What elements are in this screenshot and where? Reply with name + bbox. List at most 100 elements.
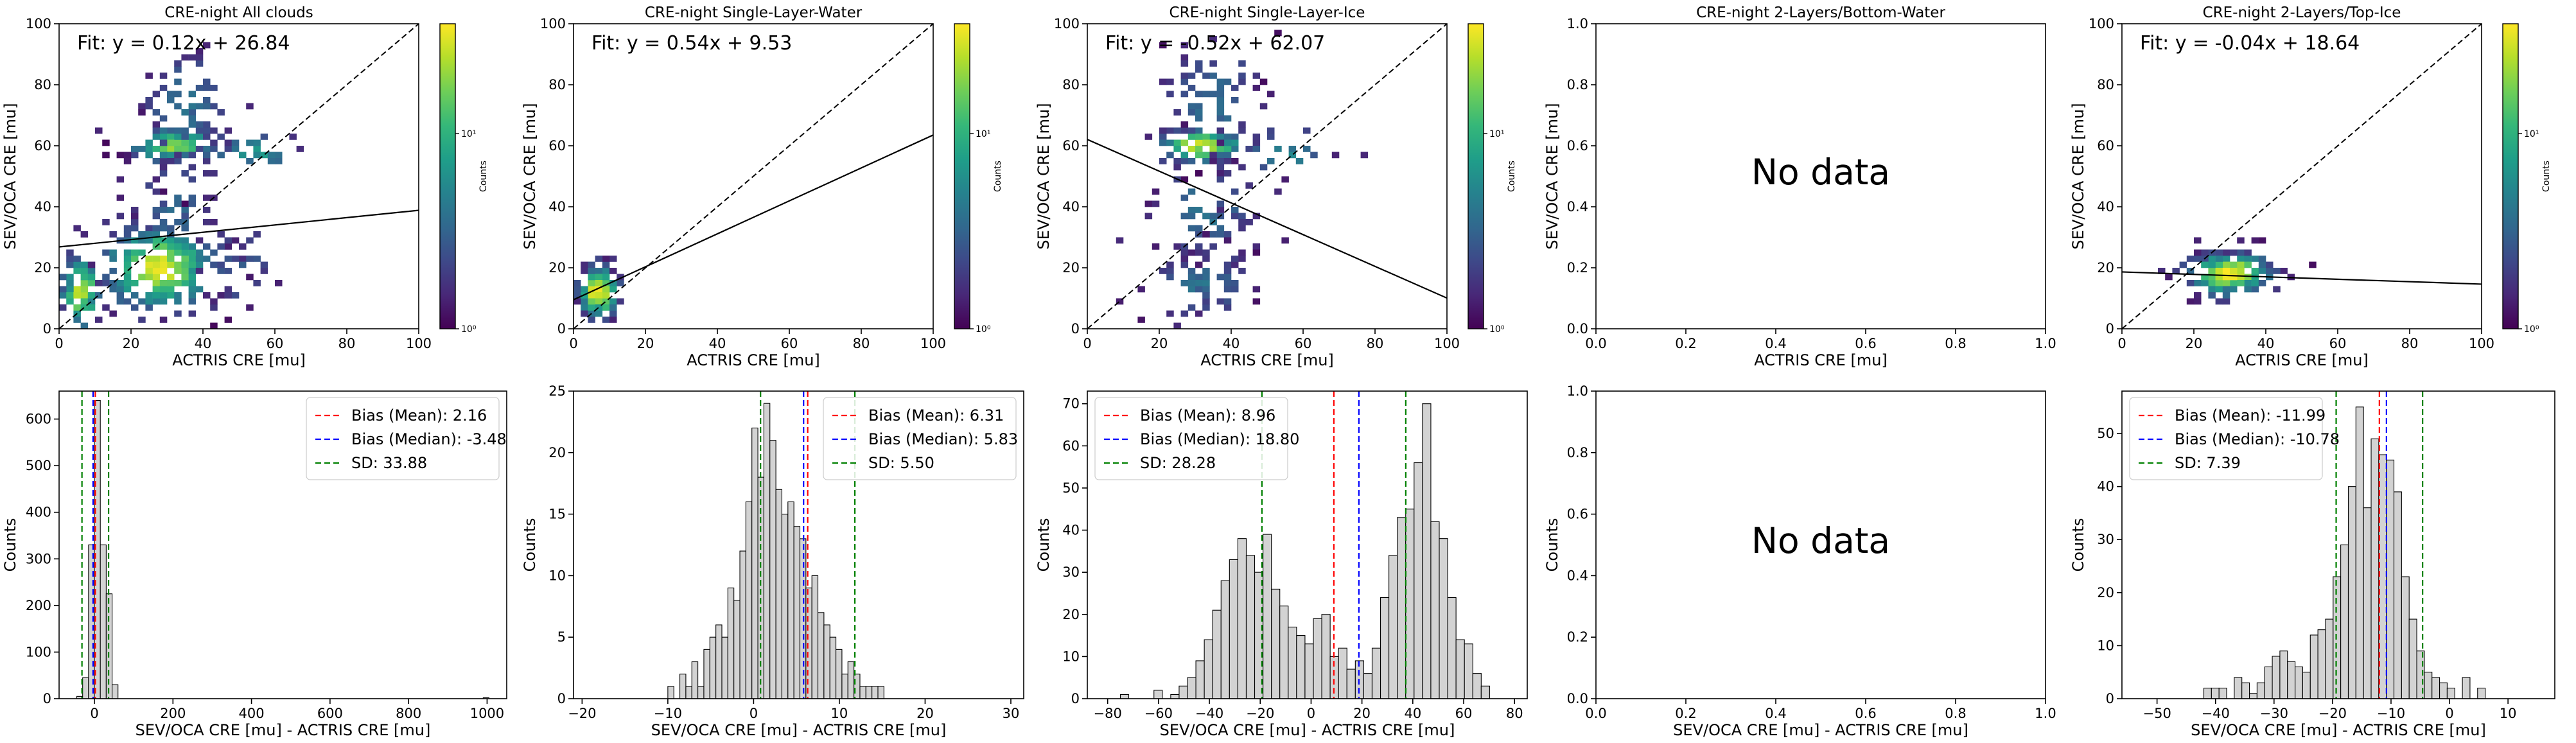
density-cell <box>1187 103 1196 110</box>
density-cell <box>574 280 581 286</box>
density-cell <box>1202 304 1210 311</box>
density-cell <box>2222 261 2230 268</box>
density-cell <box>167 243 175 250</box>
density-cell <box>66 256 74 262</box>
histogram-bar <box>1153 690 1163 699</box>
histogram-bar <box>1245 555 1256 699</box>
x-tick-label: 40 <box>1404 706 1421 721</box>
histogram-bar <box>1346 669 1356 699</box>
histogram-bar <box>836 649 843 699</box>
density-cell <box>224 243 232 250</box>
density-cell <box>1202 286 1210 293</box>
histogram-bar <box>739 550 746 699</box>
density-cell <box>2258 280 2266 286</box>
density-cell <box>2237 249 2245 256</box>
y-tick-label: 40 <box>548 199 566 214</box>
legend-entry: Bias (Median): -10.78 <box>2175 430 2340 448</box>
density-cell <box>224 256 232 262</box>
density-cell <box>188 286 197 293</box>
histogram-bar <box>805 588 812 699</box>
density-cell <box>131 280 139 286</box>
histogram-bar <box>1439 538 1448 699</box>
density-cell <box>174 78 182 85</box>
colorbar-tick-label: 10⁰ <box>976 324 991 335</box>
density-cell <box>1195 60 1203 67</box>
density-cell <box>1137 286 1145 293</box>
density-cell <box>80 261 89 268</box>
colorbar-label: Counts <box>993 161 1003 192</box>
histogram-bar <box>1229 559 1238 699</box>
density-cell <box>1195 310 1203 317</box>
density-cell <box>145 274 153 281</box>
histogram-bar <box>2386 459 2395 699</box>
density-cell <box>159 286 168 293</box>
density-cell <box>1216 103 1225 110</box>
density-cell <box>275 280 283 286</box>
density-cell <box>1252 139 1261 146</box>
density-cell <box>1223 139 1232 146</box>
density-cell <box>1259 103 1268 110</box>
density-cell <box>1209 213 1217 220</box>
density-cell <box>167 256 175 262</box>
y-tick-label: 10 <box>1062 649 1080 664</box>
y-axis-label: SEV/OCA CRE [mu] <box>521 103 539 249</box>
panel-title: CRE-night 2-Layers/Bottom-Water <box>1696 4 1945 21</box>
density-cell <box>1187 85 1196 91</box>
density-cell <box>66 280 74 286</box>
density-cell <box>174 243 182 250</box>
density-cell <box>617 274 624 281</box>
density-cell <box>1223 280 1232 286</box>
x-tick-label: 400 <box>239 706 265 721</box>
density-cell <box>231 237 240 244</box>
histogram-bar <box>817 612 825 699</box>
density-cell <box>253 231 261 238</box>
density-cell <box>174 219 182 225</box>
density-cell <box>152 127 161 134</box>
histogram-bar <box>1405 509 1415 699</box>
density-cell <box>1202 298 1210 305</box>
density-cell <box>116 152 125 159</box>
density-cell <box>159 85 168 91</box>
density-cell <box>123 158 132 164</box>
density-cell <box>2309 261 2317 268</box>
density-cell <box>224 139 232 146</box>
histogram-bar <box>2249 693 2257 699</box>
density-cell <box>167 261 175 268</box>
legend-frame <box>1094 397 1288 480</box>
density-cell <box>1195 146 1203 152</box>
density-cell <box>1195 91 1203 98</box>
y-tick-label: 40 <box>2097 479 2114 494</box>
x-tick-label: 0 <box>2117 336 2126 351</box>
density-cell <box>1180 73 1189 79</box>
density-cell <box>145 268 153 274</box>
density-cell <box>145 97 153 103</box>
density-cell <box>1216 146 1225 152</box>
histogram-bar <box>872 686 879 699</box>
density-cell <box>1252 213 1261 220</box>
y-tick-label: 0.8 <box>1567 445 1588 460</box>
density-cell <box>123 256 132 262</box>
histogram-bar <box>1464 643 1473 699</box>
density-cell <box>1180 256 1189 262</box>
density-cell <box>167 152 175 159</box>
density-cell <box>195 237 204 244</box>
density-cell <box>574 298 581 305</box>
density-cell <box>1166 310 1174 317</box>
plot-frame <box>1595 23 2046 329</box>
histogram-bar <box>1447 597 1457 699</box>
density-cell <box>1209 158 1217 164</box>
histogram-bar <box>2279 651 2288 699</box>
density-cell <box>1223 268 1232 274</box>
density-cell <box>174 152 182 159</box>
density-cell <box>1223 115 1232 122</box>
histogram-bar <box>781 514 789 699</box>
density-cell <box>581 268 588 274</box>
plot-frame <box>573 23 934 329</box>
y-tick-label: 0 <box>557 691 566 706</box>
density-cell <box>181 207 189 213</box>
density-cell <box>1288 152 1297 159</box>
density-cell <box>1159 78 1167 85</box>
y-tick-label: 0 <box>2106 691 2114 706</box>
density-cell <box>260 152 268 159</box>
density-cell <box>1187 280 1196 286</box>
